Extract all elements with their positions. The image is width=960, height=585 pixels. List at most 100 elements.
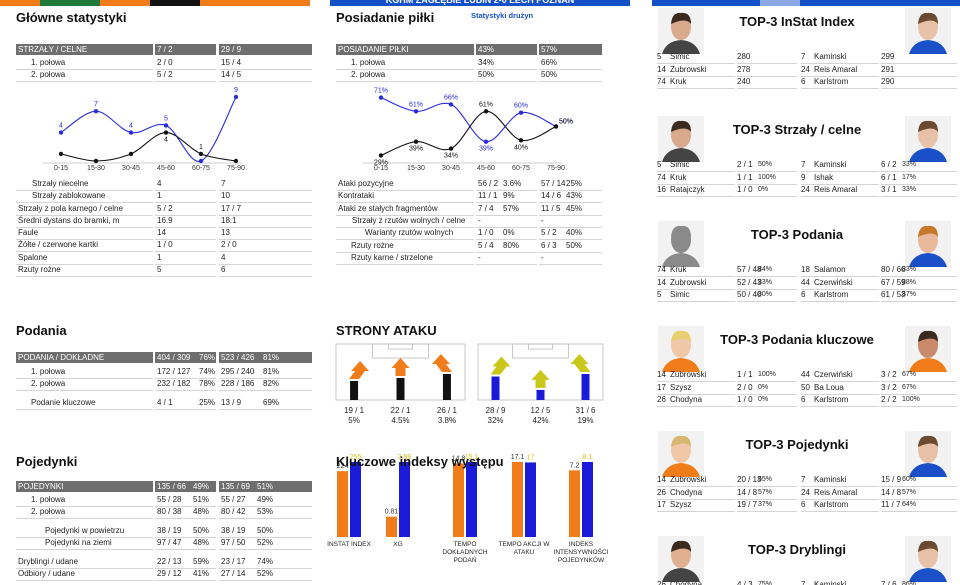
section-title: Podania (16, 323, 67, 338)
line (380, 110, 557, 156)
row-line (657, 393, 735, 395)
cell-value: 404 / 309 (157, 353, 191, 362)
attack-label: 19 / 1 (344, 406, 365, 415)
row-line (16, 580, 153, 581)
photo-shoulders (662, 40, 700, 54)
row-line (16, 378, 153, 379)
photo-shoulders (662, 148, 700, 162)
player-cell: 83% (902, 266, 917, 273)
row-line (219, 227, 312, 228)
cell-percent: 50% (193, 526, 210, 535)
row-line (881, 498, 957, 500)
cell: 5 / 2 (157, 204, 173, 213)
cell: 15 / 4 (221, 58, 242, 67)
bar (399, 462, 410, 537)
player-cell: 57% (758, 488, 773, 496)
attack-label: 28 / 9 (485, 406, 506, 415)
row-line (801, 498, 879, 500)
cell: - (478, 216, 481, 225)
photo-shoulders (662, 253, 700, 267)
photo-hair (671, 330, 691, 342)
row-line (801, 288, 879, 290)
x-tick-label: XG (393, 541, 403, 548)
bar (453, 463, 464, 537)
cell-percent: 45% (566, 204, 583, 213)
photo-hair (671, 120, 691, 132)
player-cell: 18 (801, 265, 810, 274)
row-line (737, 498, 797, 500)
point (448, 146, 454, 151)
row-line (539, 69, 602, 70)
player-cell: 278 (737, 64, 751, 74)
cell-value: 135 / 66 (157, 482, 186, 491)
cell: 1. połowa (351, 58, 386, 67)
row-line (219, 251, 312, 252)
cell: PODANIA / DOKŁADNE (18, 353, 105, 362)
player-cell: Kaminski (814, 475, 847, 484)
row-line (539, 227, 602, 228)
cell: 14 / 5 (221, 70, 242, 79)
row-line (155, 264, 216, 265)
player-cell: 24 (801, 487, 810, 497)
row-line (476, 252, 537, 253)
photo-shoulders (909, 463, 947, 477)
cell-percent: 25% (199, 398, 216, 407)
cell: Pojedynki na ziemi (45, 538, 112, 547)
row-line (155, 202, 216, 203)
player-cell: 0% (758, 383, 769, 391)
cell: Średni dystans do bramki, m (18, 216, 120, 225)
row-line (737, 276, 797, 277)
attack-share: 5% (348, 416, 360, 425)
row-line (657, 63, 735, 64)
cell: 5 / 2 (157, 70, 173, 79)
point (233, 158, 239, 164)
cell: 5 (157, 265, 162, 274)
cell: Rzuty karne / strzelone (351, 253, 433, 262)
player-cell: Szysz (670, 382, 692, 392)
player-cell: 19 / 7 (737, 500, 758, 509)
row-line (881, 301, 957, 302)
row-line (155, 390, 216, 391)
x-tick-label: 30-45 (442, 165, 460, 172)
bar (337, 471, 348, 537)
row-line (881, 63, 957, 64)
player-cell: 17 (657, 500, 666, 509)
player-cell: 5 (657, 52, 662, 61)
row-line (219, 537, 312, 538)
x-tick-label: 75-90 (227, 165, 245, 172)
cell-value: 22 / 13 (157, 557, 182, 566)
bar (525, 462, 536, 537)
cell-value: 135 / 69 (221, 482, 250, 491)
cell: 4 (157, 179, 162, 188)
cell: Spalone (18, 253, 48, 262)
section-title: Pojedynki (16, 454, 78, 469)
photo-hair (671, 435, 691, 447)
cell: 14 (157, 228, 166, 237)
cell-value: 4 / 1 (157, 398, 173, 407)
row-line (336, 190, 474, 191)
cell: - (478, 253, 481, 262)
row-line (881, 196, 957, 197)
data-label: 224 (337, 463, 349, 470)
row-line (476, 227, 537, 228)
player-cell: Simic (670, 52, 690, 61)
row-line (219, 409, 312, 410)
cell: Pojedynki w powietrzu (45, 526, 125, 535)
row-line (16, 264, 153, 265)
row-line (16, 549, 153, 550)
player-cell: 14 (657, 370, 666, 379)
row-line (881, 511, 957, 512)
data-label: 66% (444, 94, 458, 101)
attack-label: 12 / 5 (530, 406, 551, 415)
player-cell: 24 (801, 64, 810, 74)
row-line (657, 301, 735, 302)
cell-value: 38 / 19 (221, 526, 246, 535)
cell: Ataki ze stałych fragmentów (338, 204, 438, 213)
cell-value: 523 / 426 (221, 353, 255, 362)
cell: Faule (18, 228, 39, 237)
row-line (219, 506, 312, 507)
cell-value: 80 / 42 (221, 507, 246, 516)
data-label: 61% (409, 101, 423, 108)
data-label: 34% (444, 153, 458, 160)
row-line (801, 393, 879, 395)
